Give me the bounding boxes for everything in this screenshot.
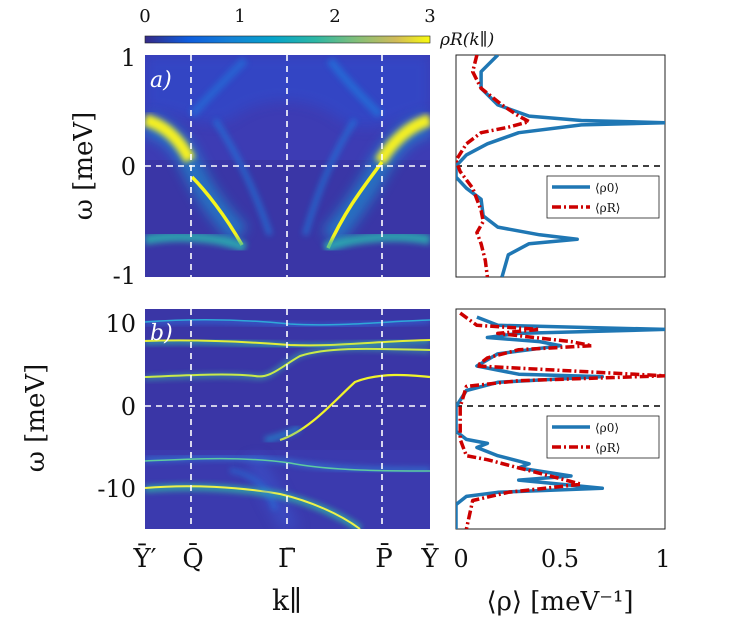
colorbar-tick-2: 2 (329, 6, 340, 27)
xlabel-dos: ⟨ρ⟩ [meV⁻¹] (486, 587, 633, 617)
dos-b-series-1 (458, 311, 665, 529)
xtick-dos-0: 0 (453, 545, 468, 573)
dos-panel-a: ⟨ρ0⟩ ⟨ρR⟩ (455, 54, 666, 278)
xtick-Q: Q̄ (182, 542, 203, 574)
legend-b-entry-1: ⟨ρR⟩ (595, 441, 620, 455)
ytick-b-bottom: -10 (97, 475, 136, 503)
panel-label-a: a) (150, 68, 172, 93)
colorbar-ticks: 0 1 2 3 (139, 6, 435, 27)
colorbar-tick-3: 3 (424, 6, 435, 27)
colorbar-tick-0: 0 (139, 6, 150, 27)
xtick-Y: Ȳ (420, 543, 439, 574)
ylabel-a: ω [meV] (69, 112, 99, 221)
ytick-b-top: 10 (105, 310, 136, 338)
ytick-a-top: 1 (121, 44, 136, 72)
heatmap-panel-b: b) (145, 309, 430, 529)
xtick-dos-05: 0.5 (541, 545, 579, 573)
colorbar (144, 35, 431, 44)
legend-b-entry-0: ⟨ρ0⟩ (595, 421, 619, 435)
dos-a-series-1 (456, 55, 531, 277)
dos-b-series-0 (456, 315, 665, 529)
ylabel-b: ω [meV] (21, 364, 51, 473)
dos-panel-b: ⟨ρ0⟩ ⟨ρR⟩ (455, 308, 666, 530)
legend-b: ⟨ρ0⟩ ⟨ρR⟩ (546, 415, 660, 459)
heatmap-panel-a: a) (145, 55, 430, 277)
legend-a: ⟨ρ0⟩ ⟨ρR⟩ (546, 175, 660, 219)
ytick-a-bottom: -1 (113, 262, 136, 290)
ytick-a-mid: 0 (121, 153, 136, 181)
xtick-P: P̄ (375, 542, 393, 574)
panel-label-b: b) (150, 321, 173, 346)
xlabel-k: k∥ (272, 584, 302, 617)
xtick-Gamma: Γ̄ (278, 544, 296, 574)
legend-a-entry-0: ⟨ρ0⟩ (595, 181, 619, 195)
colorbar-label: ρR(k∥) (439, 30, 494, 50)
xtick-dos-1: 1 (655, 545, 670, 573)
xtick-Y-prime: Ȳ′ (132, 543, 156, 574)
legend-a-entry-1: ⟨ρR⟩ (595, 201, 620, 215)
ytick-b-mid: 0 (121, 393, 136, 421)
colorbar-tick-1: 1 (234, 6, 245, 27)
